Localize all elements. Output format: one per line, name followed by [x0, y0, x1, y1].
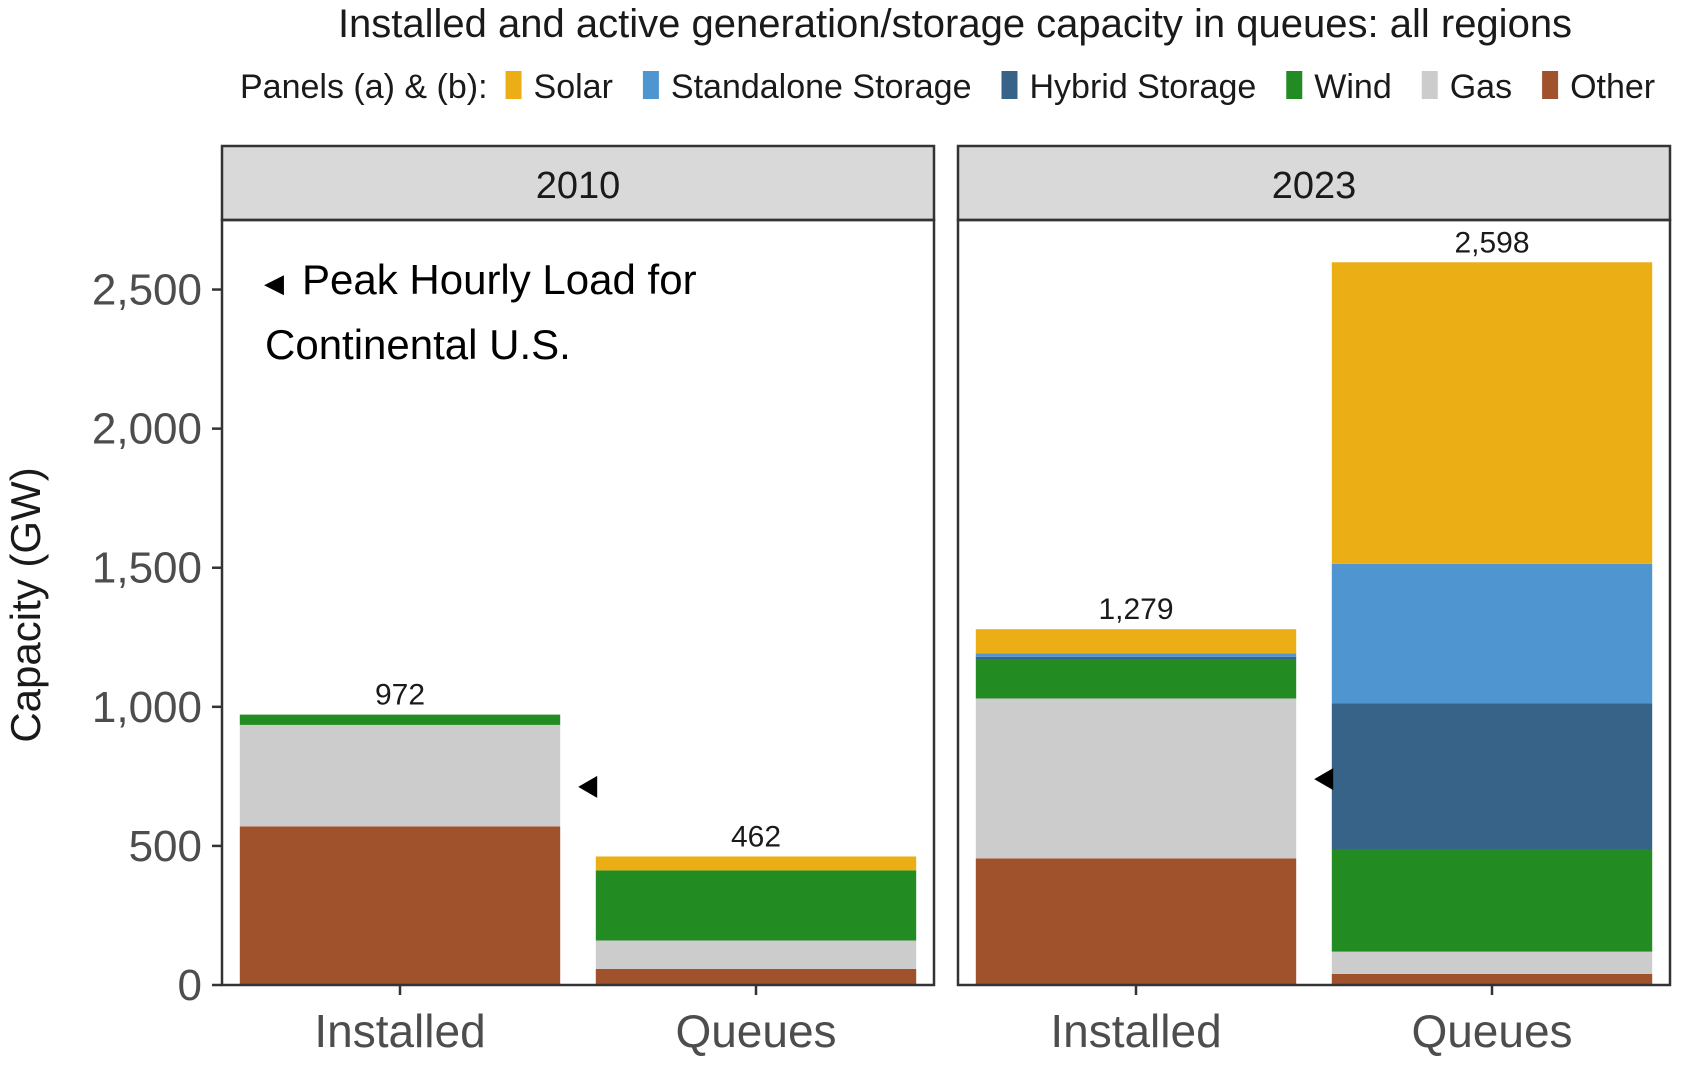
- legend-key-gas: [1421, 71, 1438, 99]
- legend-title: Panels (a) & (b):: [240, 68, 488, 106]
- x-tick-label: Installed: [1050, 1005, 1221, 1057]
- bar-segment-standalone-storage: [975, 653, 1297, 657]
- bar-segment-other: [975, 858, 1297, 985]
- legend-label-hybrid-storage: Hybrid Storage: [1029, 68, 1256, 106]
- x-tick-label: Queues: [1411, 1005, 1572, 1057]
- legend-key-solar: [505, 71, 522, 99]
- panel-2023: 2023 1,279 Installed 2,598 Queues: [956, 144, 1672, 1057]
- legend-key-other: [1542, 71, 1559, 99]
- legend-label-standalone-storage: Standalone Storage: [671, 68, 972, 106]
- bar-segment-gas: [595, 940, 917, 969]
- y-axis-label: Capacity (GW): [2, 467, 49, 742]
- bar-segment-other: [595, 968, 917, 985]
- bar-segment-other: [1331, 973, 1653, 985]
- bar-segment-wind: [595, 870, 917, 941]
- peak-load-annotation-line2: Continental U.S.: [265, 321, 571, 368]
- bar-segment-wind: [1331, 849, 1653, 952]
- bar-queues: 2,598: [1331, 226, 1653, 985]
- bar-queues: 462: [595, 820, 917, 985]
- bar-segment-wind: [239, 714, 561, 725]
- bar-total-label: 2,598: [1454, 226, 1529, 259]
- bar-segment-hybrid-storage: [1331, 703, 1653, 850]
- bar-segment-solar: [1331, 262, 1653, 564]
- bar-segment-gas: [975, 698, 1297, 859]
- y-tick-label: 500: [129, 822, 202, 871]
- facet-strip: [956, 144, 1672, 222]
- x-tick-label: Installed: [314, 1005, 485, 1057]
- y-axis: 0 500 1,000 1,500 2,000 2,500: [92, 266, 222, 1010]
- legend-label-solar: Solar: [534, 68, 613, 106]
- panel-border: [956, 218, 1672, 987]
- bar-segment-other: [239, 826, 561, 985]
- peak-load-legend-marker: ◀: [264, 268, 284, 298]
- legend-key-wind: [1286, 71, 1303, 99]
- y-tick-label: 0: [178, 961, 202, 1010]
- bar-segment-gas: [239, 724, 561, 827]
- x-tick-label: Queues: [675, 1005, 836, 1057]
- facet-strip-label: 2010: [536, 165, 621, 207]
- chart-title: Installed and active generation/storage …: [338, 2, 1572, 46]
- panel-2010: 2010 972 Installed 462 Queues: [220, 144, 936, 1057]
- bar-segment-hybrid-storage: [975, 656, 1297, 660]
- bar-installed: 1,279: [975, 593, 1297, 985]
- peak-load-marker: [578, 775, 598, 798]
- y-tick-label: 1,000: [92, 683, 202, 732]
- legend-label-other: Other: [1570, 68, 1655, 106]
- peak-load-annotation-line1: Peak Hourly Load for: [302, 256, 697, 303]
- bar-segment-solar: [595, 856, 917, 871]
- peak-load-marker: [1314, 768, 1334, 791]
- legend-key-standalone-storage: [642, 71, 659, 99]
- bar-total-label: 972: [375, 679, 425, 712]
- legend-label-wind: Wind: [1314, 68, 1391, 106]
- bar-segment-standalone-storage: [1331, 563, 1653, 704]
- panel-border: [220, 218, 936, 987]
- y-tick-label: 2,500: [92, 266, 202, 315]
- bar-segment-solar: [975, 629, 1297, 654]
- bar-segment-wind: [975, 659, 1297, 699]
- legend: Panels (a) & (b): Solar Standalone Storag…: [240, 68, 1655, 106]
- legend-label-gas: Gas: [1450, 68, 1512, 106]
- legend-key-hybrid-storage: [1001, 71, 1018, 99]
- peak-load-annotation: ◀ Peak Hourly Load for Continental U.S.: [264, 256, 697, 368]
- facet-panels: 2010 972 Installed 462 Queues 2023 1,279 Instal…: [220, 144, 1672, 1057]
- bar-total-label: 1,279: [1098, 593, 1173, 626]
- y-tick-label: 2,000: [92, 405, 202, 454]
- y-tick-label: 1,500: [92, 544, 202, 593]
- bar-segment-gas: [1331, 951, 1653, 974]
- bar-installed: 972: [239, 679, 561, 985]
- bar-total-label: 462: [731, 820, 781, 853]
- facet-strip-label: 2023: [1272, 165, 1357, 207]
